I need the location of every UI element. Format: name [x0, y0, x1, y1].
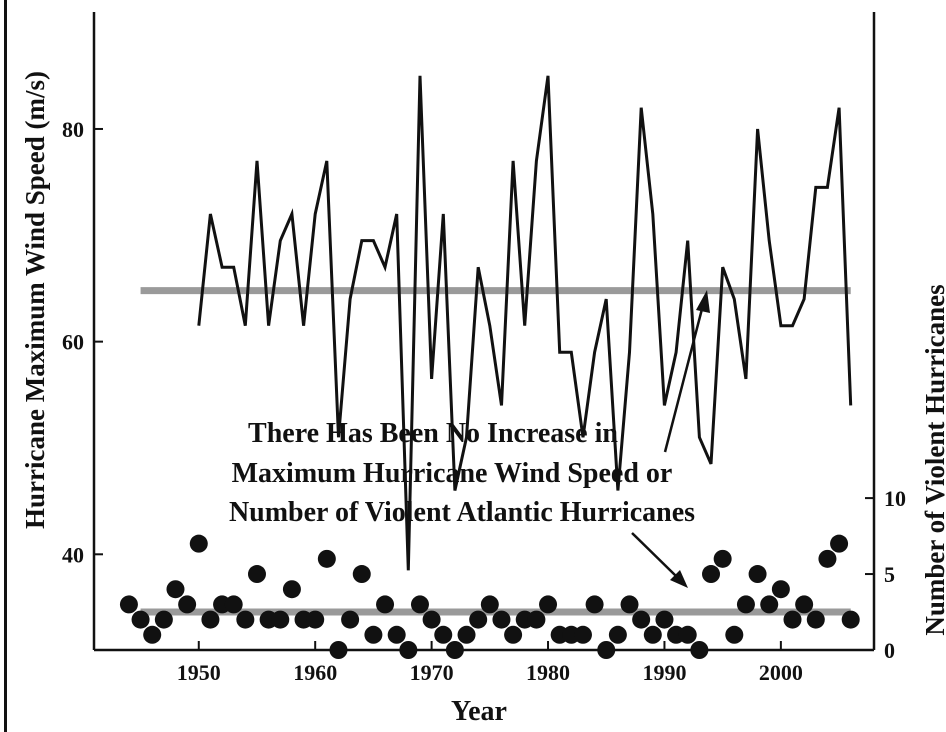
scatter-point: [306, 610, 325, 629]
scatter-point: [830, 534, 849, 553]
x-tick-label: 1980: [526, 660, 570, 685]
scatter-point: [166, 580, 185, 599]
x-tick-label: 1990: [642, 660, 686, 685]
x-tick-label: 1960: [293, 660, 337, 685]
annotation-line-1: There Has Been No Increase in: [248, 418, 618, 449]
scatter-point: [527, 610, 546, 629]
scatter-point: [725, 625, 744, 644]
x-tick-label: 1950: [177, 660, 221, 685]
scatter-point: [445, 641, 464, 659]
scatter-point: [387, 625, 406, 644]
mean-lines: [140, 287, 851, 616]
scatter-point: [806, 610, 825, 629]
left-border-rule: [4, 0, 7, 732]
y-axis-title: Hurricane Maximum Wind Speed (m/s): [20, 71, 50, 529]
arrow-head-points: [670, 570, 688, 588]
scatter-point: [573, 625, 592, 644]
scatter-point: [364, 625, 383, 644]
arrow-to-wind-line: [663, 304, 705, 453]
scatter-point: [655, 610, 674, 629]
x-tick-label: 2000: [759, 660, 803, 685]
axis-ticks: 1950 1960 1970 1980 1990 2000 40 60 80 0 5 10: [62, 117, 906, 685]
scatter-point: [795, 595, 814, 614]
wind-speed-line: [197, 75, 853, 571]
y2-tick-label: 5: [884, 562, 895, 587]
scatter-point: [702, 565, 721, 584]
scatter-point: [480, 595, 499, 614]
scatter-point: [247, 565, 266, 584]
arrow-head-wind: [696, 290, 710, 313]
scatter-point: [224, 595, 243, 614]
scatter-point: [352, 565, 371, 584]
scatter-point: [643, 625, 662, 644]
scatter-point: [329, 641, 348, 659]
scatter-point: [201, 610, 220, 629]
scatter-point: [422, 610, 441, 629]
scatter-point: [434, 625, 453, 644]
scatter-point: [399, 641, 418, 659]
scatter-point: [469, 610, 488, 629]
scatter-point: [178, 595, 197, 614]
y-tick-label: 60: [62, 330, 84, 355]
scatter-point: [317, 549, 336, 568]
scatter-point: [585, 595, 604, 614]
scatter-point: [410, 595, 429, 614]
x-tick-label: 1970: [410, 660, 454, 685]
scatter-point: [143, 625, 162, 644]
y2-axis-title: Number of Violent Hurricanes: [920, 284, 946, 635]
scatter-point: [771, 580, 790, 599]
scatter-point: [282, 580, 301, 599]
scatter-point: [376, 595, 395, 614]
scatter-point: [783, 610, 802, 629]
wind-speed-series: [197, 75, 853, 571]
scatter-point: [760, 595, 779, 614]
scatter-point: [131, 610, 150, 629]
scatter-point: [713, 549, 732, 568]
y-tick-label: 80: [62, 117, 84, 142]
annotation-arrows: [631, 290, 710, 588]
scatter-point: [119, 595, 138, 614]
scatter-point: [632, 610, 651, 629]
scatter-point: [341, 610, 360, 629]
arrow-to-points-line: [631, 532, 677, 577]
scatter-point: [678, 625, 697, 644]
violent-hurricanes-series: [119, 534, 860, 659]
scatter-point: [597, 641, 616, 659]
scatter-point: [841, 610, 860, 629]
scatter-point: [271, 610, 290, 629]
scatter-point: [457, 625, 476, 644]
y-tick-label: 40: [62, 542, 84, 567]
scatter-point: [690, 641, 709, 659]
scatter-point: [236, 610, 255, 629]
scatter-point: [154, 610, 173, 629]
scatter-point: [189, 534, 208, 553]
scatter-point: [539, 595, 558, 614]
scatter-point: [818, 549, 837, 568]
y2-tick-label: 0: [884, 638, 895, 663]
scatter-point: [492, 610, 511, 629]
scatter-point: [608, 625, 627, 644]
x-axis-title: Year: [451, 696, 507, 727]
scatter-point: [620, 595, 639, 614]
annotation-line-2: Maximum Hurricane Wind Speed or: [232, 458, 673, 489]
scatter-point: [504, 625, 523, 644]
y2-tick-label: 10: [884, 486, 906, 511]
scatter-point: [736, 595, 755, 614]
annotation-line-3: Number of Violent Atlantic Hurricanes: [229, 497, 695, 528]
scatter-point: [748, 565, 767, 584]
